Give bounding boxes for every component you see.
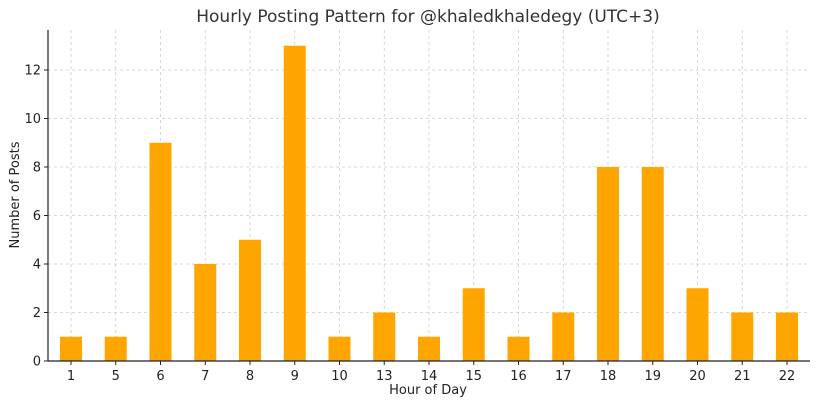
x-tick-label: 14 <box>421 369 438 384</box>
x-tick-label: 5 <box>112 369 120 384</box>
bars <box>60 45 798 362</box>
x-tick-label: 17 <box>555 369 572 384</box>
bar-hour-9 <box>283 45 306 362</box>
x-tick-label: 9 <box>291 369 299 384</box>
bar-hour-10 <box>328 336 351 361</box>
y-ticks: 0 2 4 6 8 10 12 <box>24 64 48 370</box>
bar-hour-13 <box>373 312 396 361</box>
y-tick-label: 12 <box>24 64 41 79</box>
bar-hour-21 <box>731 312 754 361</box>
x-tick-label: 21 <box>734 369 751 384</box>
x-tick-label: 19 <box>644 369 661 384</box>
x-axis-label: Hour of Day <box>389 383 467 398</box>
x-tick-label: 7 <box>201 369 209 384</box>
y-tick-label: 6 <box>33 209 41 224</box>
x-tick-label: 18 <box>600 369 617 384</box>
bar-hour-15 <box>462 288 485 361</box>
x-tick-label: 15 <box>465 369 482 384</box>
x-tick-label: 6 <box>156 369 164 384</box>
y-tick-label: 10 <box>24 112 41 127</box>
x-ticks: 1 5 6 7 8 9 10 13 14 15 16 17 18 19 20 21 22 <box>67 361 795 384</box>
bar-hour-19 <box>641 167 664 361</box>
bar-hour-17 <box>552 312 575 361</box>
bar-hour-6 <box>149 142 172 361</box>
x-tick-label: 20 <box>689 369 706 384</box>
y-tick-label: 2 <box>33 306 41 321</box>
bar-hour-18 <box>597 167 619 361</box>
bar-hour-7 <box>194 264 217 361</box>
y-axis-label: Number of Posts <box>8 141 23 248</box>
x-tick-label: 16 <box>510 369 527 384</box>
x-tick-label: 8 <box>246 369 254 384</box>
y-tick-label: 8 <box>33 161 41 176</box>
bar-hour-20 <box>686 288 709 361</box>
grid <box>48 30 810 362</box>
y-tick-label: 0 <box>33 355 41 370</box>
x-tick-label: 13 <box>376 369 393 384</box>
x-tick-label: 10 <box>331 369 348 384</box>
bar-hour-22 <box>776 312 798 361</box>
chart-title: Hourly Posting Pattern for @khaledkhaled… <box>196 7 660 27</box>
bar-hour-8 <box>239 239 261 361</box>
bar-hour-14 <box>418 336 440 361</box>
x-tick-label: 1 <box>67 369 75 384</box>
bar-hour-16 <box>507 336 530 361</box>
bar-hour-1 <box>60 336 82 361</box>
x-tick-label: 22 <box>779 369 796 384</box>
bar-hour-5 <box>104 336 127 361</box>
y-tick-label: 4 <box>33 258 41 273</box>
